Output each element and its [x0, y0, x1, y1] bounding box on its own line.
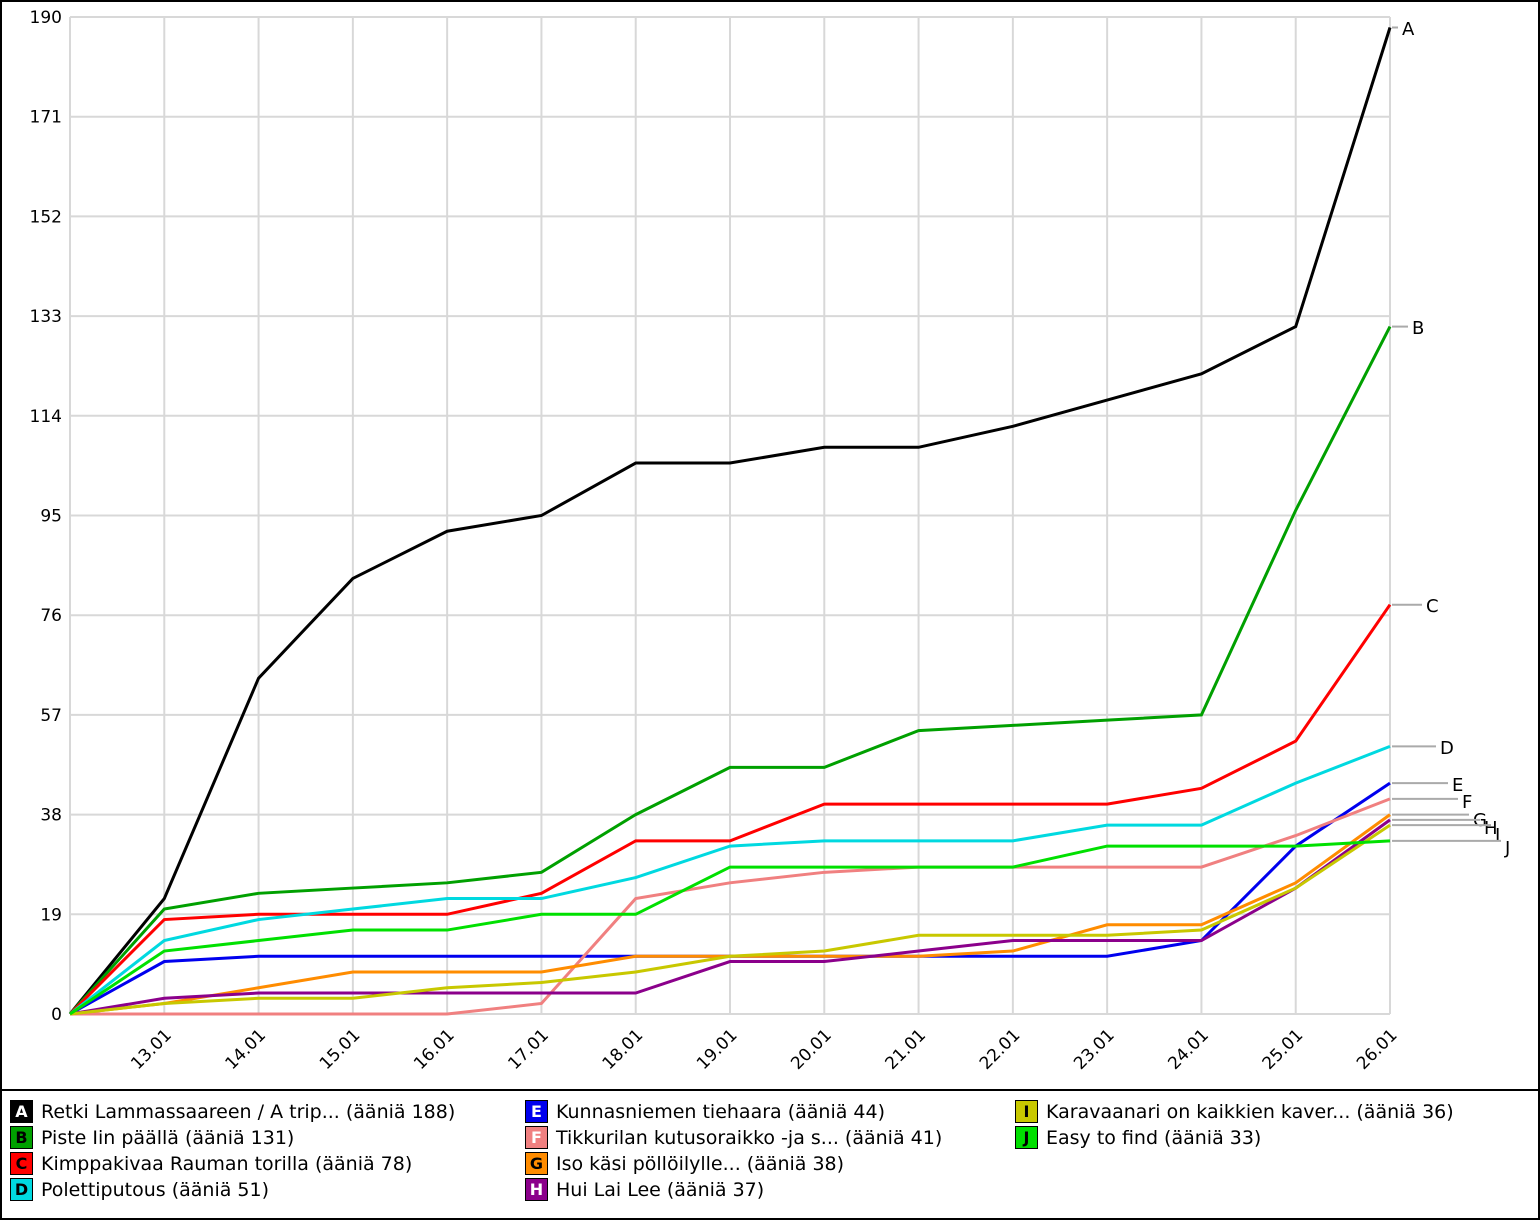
- y-tick-label: 114: [30, 407, 62, 427]
- x-tick-label: 24.01: [1164, 1025, 1213, 1074]
- legend-label-B: Piste Iin päällä (ääniä 131): [41, 1126, 295, 1149]
- x-tick-label: 21.01: [882, 1025, 931, 1074]
- legend-item-F: F Tikkurilan kutusoraikko -ja s... (ääniä…: [525, 1126, 942, 1149]
- x-tick-label: 14.01: [222, 1025, 271, 1074]
- legend-item-I: I Karavaanari on kaikkien kaver... (ääniä…: [1015, 1100, 1454, 1123]
- line-chart: 0 19 38 57 76 95 114 133 152 171 190 13.01 14.01 15.0…: [30, 8, 1511, 1074]
- series-letter-label-J: J: [1504, 838, 1510, 859]
- legend-item-B: B Piste Iin päällä (ääniä 131): [10, 1126, 294, 1149]
- legend-item-H: H Hui Lai Lee (ääniä 37): [525, 1178, 764, 1201]
- x-tick-label: 16.01: [410, 1025, 459, 1074]
- y-tick-label: 38: [40, 806, 62, 826]
- legend-color-box-H: H: [525, 1178, 548, 1201]
- legend-label-D: Polettiputous (ääniä 51): [41, 1178, 269, 1201]
- legend-item-J: J Easy to find (ääniä 33): [1015, 1126, 1261, 1149]
- x-tick-label: 19.01: [693, 1025, 742, 1074]
- legend-color-box-G: G: [525, 1152, 548, 1175]
- x-tick-label: 15.01: [316, 1025, 365, 1074]
- y-tick-label: 190: [30, 8, 62, 28]
- series-letter-label-C: C: [1426, 596, 1439, 617]
- legend-label-F: Tikkurilan kutusoraikko -ja s... (ääniä …: [556, 1126, 943, 1149]
- y-tick-label: 57: [40, 706, 62, 726]
- x-tick-label: 22.01: [976, 1025, 1025, 1074]
- x-tick-label: 23.01: [1070, 1025, 1119, 1074]
- x-tick-label: 25.01: [1259, 1025, 1308, 1074]
- series-line-I: [69, 823, 1391, 1016]
- y-tick-label: 76: [40, 606, 62, 626]
- series-letter-label-E: E: [1452, 775, 1463, 796]
- legend-label-J: Easy to find (ääniä 33): [1046, 1126, 1262, 1149]
- legend-separator: [2, 1089, 1538, 1091]
- legend: A Retki Lammassaareen / A trip... (ääniä …: [2, 1091, 1538, 1218]
- series-line-D: [69, 744, 1391, 1016]
- legend-item-A: A Retki Lammassaareen / A trip... (ääniä …: [10, 1100, 455, 1123]
- legend-item-D: D Polettiputous (ääniä 51): [10, 1178, 269, 1201]
- legend-label-G: Iso käsi pöllöilylle... (ääniä 38): [556, 1152, 845, 1175]
- y-tick-label: 19: [40, 905, 62, 925]
- y-tick-label: 133: [30, 307, 62, 327]
- x-tick-label: 26.01: [1353, 1025, 1402, 1074]
- series-letter-label-H: H: [1484, 818, 1498, 839]
- legend-item-G: G Iso käsi pöllöilylle... (ääniä 38): [525, 1152, 844, 1175]
- series-letter-label-I: I: [1495, 825, 1500, 846]
- series-line-F: [70, 797, 1391, 1016]
- series-line-H: [69, 818, 1391, 1016]
- series-letter-label-A: A: [1402, 19, 1415, 40]
- y-tick-label: 152: [30, 207, 62, 227]
- x-tick-label: 13.01: [127, 1025, 176, 1074]
- legend-color-box-A: A: [10, 1100, 33, 1123]
- x-tick-label: 17.01: [504, 1025, 553, 1074]
- legend-color-box-F: F: [525, 1126, 548, 1149]
- legend-label-H: Hui Lai Lee (ääniä 37): [556, 1178, 765, 1201]
- series-line-B: [68, 325, 1392, 1016]
- legend-color-box-E: E: [525, 1100, 548, 1123]
- legend-label-I: Karavaanari on kaikkien kaver... (ääniä …: [1046, 1100, 1454, 1123]
- x-tick-label: 18.01: [599, 1025, 648, 1074]
- series-line-C: [68, 603, 1392, 1016]
- y-tick-label: 0: [51, 1005, 62, 1025]
- legend-color-box-D: D: [10, 1178, 33, 1201]
- legend-color-box-B: B: [10, 1126, 33, 1149]
- series-line-A: [68, 27, 1392, 1015]
- legend-label-E: Kunnasniemen tiehaara (ääniä 44): [556, 1100, 886, 1123]
- legend-item-C: C Kimppakivaa Rauman torilla (ääniä 78): [10, 1152, 412, 1175]
- legend-label-A: Retki Lammassaareen / A trip... (ääniä 1…: [41, 1100, 456, 1123]
- legend-color-box-I: I: [1015, 1100, 1038, 1123]
- legend-color-box-C: C: [10, 1152, 33, 1175]
- legend-color-box-J: J: [1015, 1126, 1038, 1149]
- series-letter-label-D: D: [1440, 738, 1454, 759]
- y-tick-label: 171: [30, 108, 62, 128]
- legend-label-C: Kimppakivaa Rauman torilla (ääniä 78): [41, 1152, 413, 1175]
- series-letter-label-F: F: [1462, 792, 1472, 813]
- series-line-J: [69, 839, 1391, 1016]
- y-tick-label: 95: [40, 507, 62, 527]
- series-letter-label-B: B: [1412, 318, 1424, 339]
- x-tick-label: 20.01: [787, 1025, 836, 1074]
- legend-item-E: E Kunnasniemen tiehaara (ääniä 44): [525, 1100, 885, 1123]
